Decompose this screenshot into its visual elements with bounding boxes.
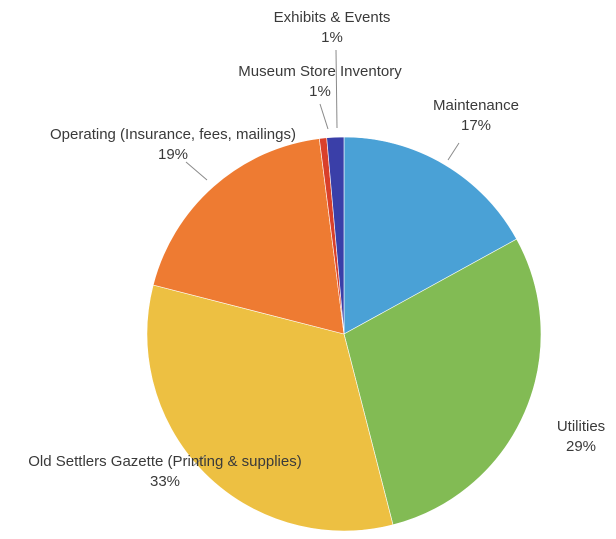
slice-labels: Maintenance 17% Utilities 29% Old Settlers G… (28, 9, 605, 490)
pie-slice-maintenance (343, 136, 518, 335)
slice-label-operating-insurance-fees-mailings: Operating (Insurance, fees, mailings) (50, 126, 296, 143)
pie-slices (146, 136, 542, 532)
slice-value-label-operating-insurance-fees-mailings: 19% (158, 146, 188, 163)
leader-lines (185, 49, 460, 467)
pie-slice-utilities (343, 238, 542, 526)
slice-label-utilities: Utilities (557, 418, 605, 435)
slice-value-label-utilities: 29% (566, 438, 596, 455)
slice-label-museum-store-inventory: Museum Store Inventory (238, 63, 402, 80)
slice-label-exhibits-events: Exhibits & Events (274, 9, 391, 26)
slice-value-label-exhibits-events: 1% (321, 29, 343, 46)
leader-line-museum-store-inventory (319, 103, 329, 130)
pie-slice-exhibits-events (326, 136, 345, 335)
slice-value-label-old-settlers-gazette-printing-supplies: 33% (150, 473, 180, 490)
pie-slice-old-settlers-gazette-printing-supplies (146, 284, 394, 532)
slice-value-label-museum-store-inventory: 1% (309, 83, 331, 100)
slice-label-maintenance: Maintenance (433, 97, 519, 114)
pie-slice-operating-insurance-fees-mailings (152, 138, 345, 335)
leader-line-old-settlers-gazette-printing-supplies (192, 455, 206, 467)
slice-label-old-settlers-gazette-printing-supplies: Old Settlers Gazette (Printing & supplie… (28, 453, 301, 470)
leader-line-operating-insurance-fees-mailings (185, 161, 208, 181)
leader-line-exhibits-events (335, 49, 338, 129)
slice-value-label-maintenance: 17% (461, 117, 491, 134)
leader-line-maintenance (447, 142, 460, 161)
